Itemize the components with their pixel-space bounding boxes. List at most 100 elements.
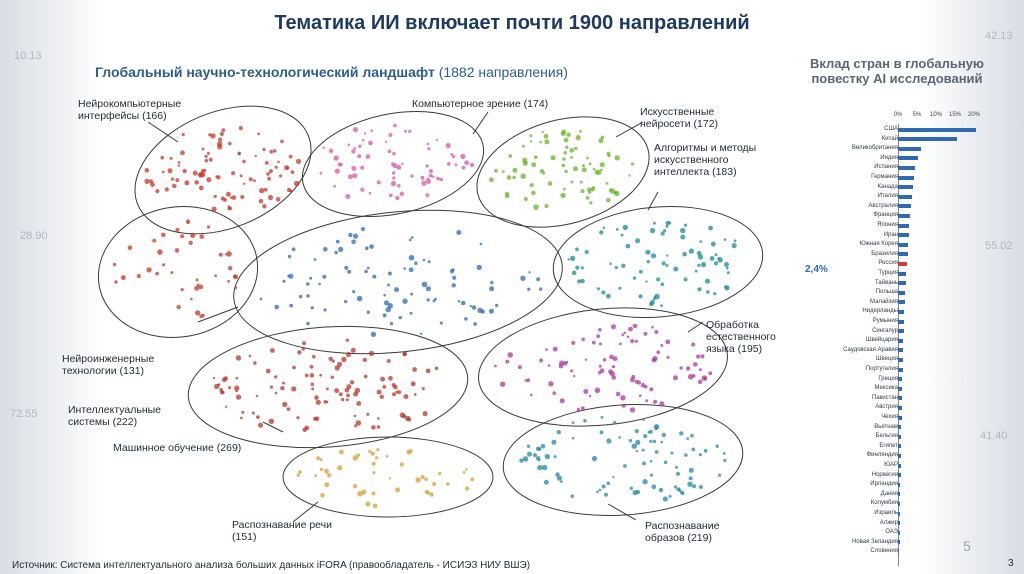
country-bar (898, 482, 901, 487)
leader-line (472, 111, 489, 135)
country-bar (898, 415, 902, 420)
topic-dot (269, 149, 274, 154)
topic-dot (195, 278, 199, 282)
topic-dot (592, 167, 596, 171)
topic-dot (666, 254, 669, 257)
topic-dot (580, 189, 585, 194)
country-row: Бельгия (842, 433, 982, 441)
leader-line (147, 121, 179, 143)
country-row: Франция (842, 212, 982, 220)
topic-dot (567, 258, 570, 261)
topic-dot (539, 287, 543, 291)
leader-line (607, 503, 637, 521)
country-name: США (884, 126, 898, 132)
topic-dot (315, 399, 321, 405)
topic-dot (392, 151, 396, 156)
topic-dot (162, 263, 166, 267)
country-name: Малайзия (870, 298, 898, 305)
topic-dot (387, 149, 392, 154)
country-row: Канада (842, 184, 982, 192)
topic-dot (387, 303, 393, 309)
topic-dot (268, 418, 275, 425)
topic-dot (658, 487, 664, 493)
topic-dot (318, 282, 321, 286)
topic-dot (412, 367, 417, 372)
topic-dot (267, 176, 271, 181)
country-bar (898, 175, 915, 180)
topic-dot (602, 226, 606, 230)
cluster-label-speech: Распознавание речи (151) (232, 519, 332, 543)
topic-dot (309, 364, 314, 369)
topic-dot (212, 376, 216, 380)
topic-dot (643, 434, 648, 439)
topic-dot (520, 275, 526, 281)
country-name: Индия (880, 154, 898, 161)
topic-dot (206, 151, 210, 155)
topic-dot (382, 384, 387, 389)
topic-dot (199, 234, 204, 239)
topic-dot (597, 371, 602, 375)
topic-dot (539, 140, 542, 144)
topic-dot (544, 203, 549, 209)
topic-dot (698, 453, 702, 457)
topic-dot (435, 139, 439, 142)
country-name: Колумбия (870, 500, 898, 507)
topic-dot (227, 280, 231, 283)
topic-dot (648, 429, 653, 434)
topic-dot (724, 262, 729, 267)
topic-dot (368, 350, 375, 357)
topic-dot (323, 246, 328, 252)
country-row: Япония (842, 222, 982, 230)
topic-dot (699, 240, 702, 243)
topic-dot (401, 162, 404, 166)
topic-dot (621, 403, 626, 408)
country-row: США (842, 126, 982, 134)
topic-dot (605, 182, 609, 185)
country-name: Вьетнам (874, 423, 898, 430)
topic-dot (535, 456, 541, 461)
country-row: Греция (842, 376, 982, 384)
country-name: Великобритания (851, 145, 898, 152)
topic-dot (454, 163, 458, 167)
topic-dot (490, 280, 494, 285)
topic-dot (523, 196, 528, 202)
topic-dot (319, 373, 323, 377)
topic-dot (310, 382, 315, 387)
country-name: Израиль (874, 510, 898, 516)
topic-dot (426, 142, 430, 146)
country-name: Сингапур (872, 327, 898, 334)
topic-dot (385, 454, 389, 458)
topic-dot (383, 293, 387, 297)
topic-dot (345, 194, 351, 199)
topic-dot (198, 284, 204, 290)
topic-dot (277, 160, 280, 164)
topic-dot (573, 374, 576, 378)
cluster-ellipse-neuro-interfaces (134, 105, 312, 235)
topic-dot (675, 471, 681, 476)
topic-dot (649, 473, 654, 477)
topic-dot (242, 159, 246, 164)
country-bar (898, 223, 910, 228)
topic-dot (654, 426, 659, 430)
country-bar (898, 261, 908, 266)
topic-dot (333, 184, 336, 188)
country-name: Южная Корея (859, 241, 898, 248)
country-name: Словения (870, 548, 898, 555)
topic-dot (706, 290, 710, 294)
topic-dot (666, 355, 670, 359)
topic-dot (696, 354, 701, 359)
topic-dot (426, 177, 430, 181)
country-row: Сингапур (842, 328, 982, 336)
topic-dot (152, 238, 157, 243)
topic-dot (619, 342, 622, 346)
topic-dot (269, 385, 273, 389)
topic-dot (253, 361, 257, 365)
topic-dot (357, 154, 362, 159)
page-number: 5 (963, 538, 971, 554)
topic-dot (392, 392, 396, 397)
topic-dot (291, 247, 296, 252)
topic-dot (360, 187, 365, 192)
map-subtitle-text: Глобальный научно-технологический ландша… (95, 64, 435, 80)
topic-dot (296, 416, 300, 420)
cluster-ellipse-speech (282, 436, 494, 518)
